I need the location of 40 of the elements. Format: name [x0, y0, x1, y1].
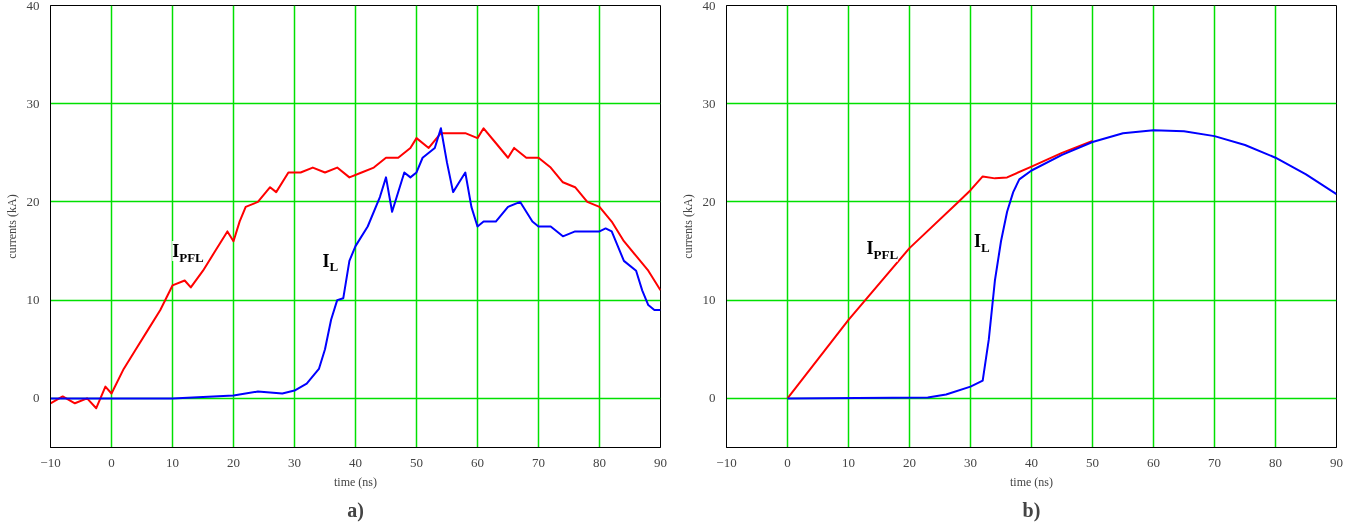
x-tick-label: 80: [593, 454, 606, 470]
x-tick-label: −10: [716, 454, 737, 470]
y-tick-label: 40: [702, 0, 716, 13]
x-tick-label: 20: [903, 454, 916, 470]
x-tick-label: 80: [1269, 454, 1282, 470]
y-tick-label: 40: [26, 0, 40, 13]
x-tick-label: 20: [227, 454, 240, 470]
line-series: [786, 140, 1094, 400]
x-tick-label: 50: [410, 454, 423, 470]
text: b): [1022, 498, 1041, 522]
x-tick-label: 60: [471, 454, 484, 470]
x-tick-label: 40: [1025, 454, 1038, 470]
line-series: [786, 129, 1337, 400]
x-tick-label: −10: [40, 454, 61, 470]
text: a): [347, 498, 364, 522]
x-tick-label: 30: [288, 454, 301, 470]
y-tick-label: 0: [33, 390, 40, 406]
x-tick-label: 30: [964, 454, 977, 470]
y-tick-label: 0: [709, 390, 716, 406]
y-tick-label: 10: [26, 292, 40, 308]
x-tick-label: 90: [1330, 454, 1343, 470]
x-tick-label: 40: [349, 454, 362, 470]
x-tick-label: 10: [842, 454, 855, 470]
x-tick-label: 70: [532, 454, 545, 470]
y-axis-title: currents (kA): [4, 194, 19, 259]
x-tick-label: 90: [654, 454, 667, 470]
x-tick-label: 70: [1208, 454, 1221, 470]
x-tick-label: 60: [1147, 454, 1160, 470]
x-tick-label: 50: [1086, 454, 1099, 470]
x-tick-label: 0: [108, 454, 115, 470]
x-axis-title: time (ns): [1010, 474, 1053, 489]
x-tick-label: 10: [166, 454, 179, 470]
y-tick-label: 20: [702, 193, 716, 209]
x-tick-label: 0: [784, 454, 791, 470]
x-axis-title: time (ns): [334, 474, 377, 489]
y-tick-label: 30: [702, 95, 716, 111]
y-tick-label: 10: [702, 292, 716, 308]
y-tick-label: 30: [26, 95, 40, 111]
y-tick-label: 20: [26, 193, 40, 209]
y-axis-title: currents (kA): [680, 194, 695, 259]
